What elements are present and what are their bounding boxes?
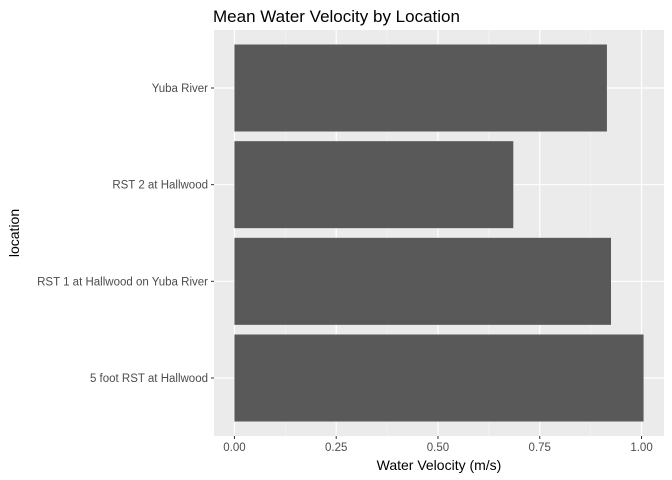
x-axis: 0.00 0.25 0.50 0.75 1.00 <box>223 436 653 454</box>
y-tick-label: RST 1 at Hallwood on Yuba River <box>37 276 208 288</box>
x-tick-label: 0.00 <box>223 442 245 454</box>
bar-rst-2-at-hallwood <box>234 141 514 229</box>
x-tick-label: 0.75 <box>529 442 551 454</box>
y-axis: 5 foot RST at Hallwood RST 1 at Hallwood … <box>37 83 214 385</box>
bar-yuba-river <box>234 44 607 132</box>
chart-title: Mean Water Velocity by Location <box>213 7 460 26</box>
bars <box>234 44 644 422</box>
bar-rst-1-at-hallwood-on-yuba-river <box>234 237 611 325</box>
bar-5-foot-rst-at-hallwood <box>234 334 644 422</box>
x-tick-label: 0.50 <box>427 442 449 454</box>
y-tick-label: 5 foot RST at Hallwood <box>90 373 208 385</box>
x-tick-label: 0.25 <box>325 442 347 454</box>
y-tick-label: Yuba River <box>152 83 208 95</box>
x-axis-title: Water Velocity (m/s) <box>377 457 502 473</box>
y-tick-label: RST 2 at Hallwood <box>112 180 208 192</box>
y-axis-title: location <box>6 209 22 257</box>
x-tick-label: 1.00 <box>630 442 652 454</box>
